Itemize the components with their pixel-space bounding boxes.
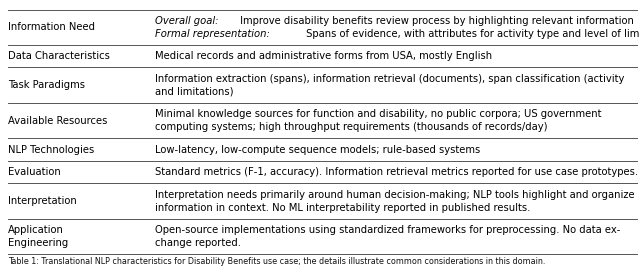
Text: Information Need: Information Need: [8, 22, 95, 32]
Text: Minimal knowledge sources for function and disability, no public corpora; US gov: Minimal knowledge sources for function a…: [155, 109, 602, 119]
Text: Medical records and administrative forms from USA, mostly English: Medical records and administrative forms…: [155, 51, 492, 61]
Text: Formal representation:: Formal representation:: [155, 29, 269, 39]
Text: Task Paradigms: Task Paradigms: [8, 80, 84, 90]
Text: information in context. No ML interpretability reported in published results.: information in context. No ML interpreta…: [155, 203, 531, 213]
Text: Improve disability benefits review process by highlighting relevant information: Improve disability benefits review proce…: [237, 16, 634, 26]
Text: and limitations): and limitations): [155, 87, 234, 97]
Text: Evaluation: Evaluation: [8, 167, 60, 177]
Text: Data Characteristics: Data Characteristics: [8, 51, 109, 61]
Text: Interpretation needs primarily around human decision-making; NLP tools highlight: Interpretation needs primarily around hu…: [155, 190, 634, 200]
Text: Open-source implementations using standardized frameworks for preprocessing. No : Open-source implementations using standa…: [155, 225, 620, 235]
Text: Overall goal:: Overall goal:: [155, 16, 218, 26]
Text: Information extraction (spans), information retrieval (documents), span classifi: Information extraction (spans), informat…: [155, 74, 624, 84]
Text: Application
Engineering: Application Engineering: [8, 225, 68, 248]
Text: Standard metrics (F-1, accuracy). Information retrieval metrics reported for use: Standard metrics (F-1, accuracy). Inform…: [155, 167, 638, 177]
Text: Table 1: Translational NLP characteristics for Disability Benefits use case; the: Table 1: Translational NLP characteristi…: [8, 257, 545, 266]
Text: computing systems; high throughput requirements (thousands of records/day): computing systems; high throughput requi…: [155, 122, 547, 132]
Text: Interpretation: Interpretation: [8, 196, 76, 206]
Text: Available Resources: Available Resources: [8, 116, 107, 126]
Text: NLP Technologies: NLP Technologies: [8, 145, 94, 155]
Text: Low-latency, low-compute sequence models; rule-based systems: Low-latency, low-compute sequence models…: [155, 145, 480, 155]
Text: Spans of evidence, with attributes for activity type and level of limitation: Spans of evidence, with attributes for a…: [303, 29, 640, 39]
Text: change reported.: change reported.: [155, 238, 241, 248]
